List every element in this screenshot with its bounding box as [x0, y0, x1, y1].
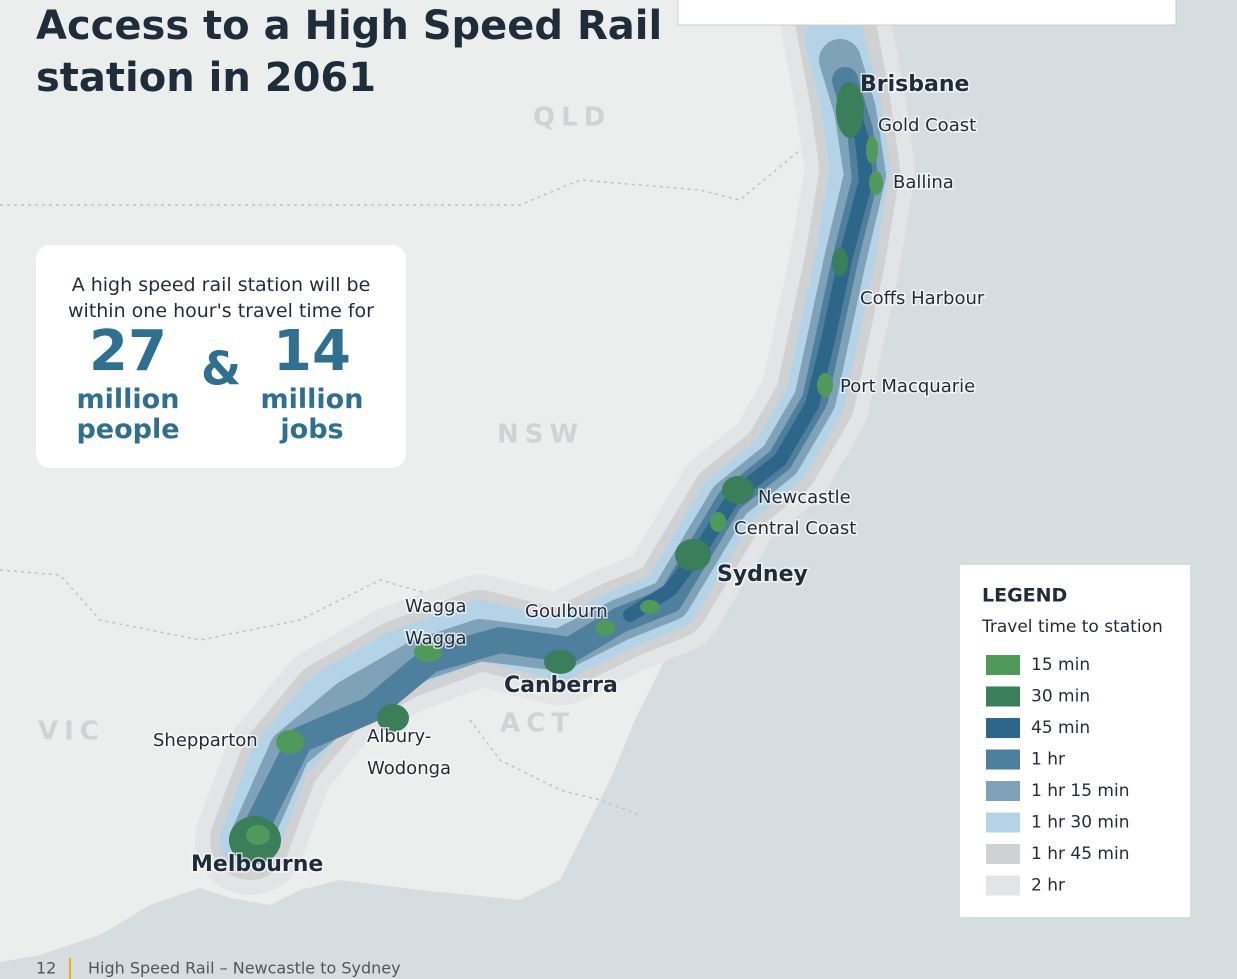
- legend-swatch: [986, 686, 1020, 707]
- legend-swatch: [986, 844, 1020, 864]
- legend-swatch: [986, 875, 1020, 896]
- city-label: Newcastle: [758, 487, 851, 508]
- legend-label: 1 hr 45 min: [1031, 844, 1129, 864]
- city-label: Shepparton: [153, 730, 258, 751]
- legend-swatch: [986, 749, 1020, 770]
- city-label: Canberra: [504, 673, 618, 698]
- city-label: Wagga Wagga: [405, 596, 467, 649]
- city-labels: Brisbane Gold Coast Ballina Coffs Harbou…: [152, 71, 987, 879]
- footer-text: High Speed Rail – Newcastle to Sydney: [88, 959, 401, 978]
- city-label: Brisbane: [860, 72, 969, 97]
- region-label: ACT: [500, 709, 575, 739]
- legend-label: 15 min: [1031, 655, 1090, 675]
- legend-label: 1 hr 30 min: [1031, 813, 1129, 833]
- city-label: Coffs Harbour: [860, 288, 985, 309]
- city-label: Port Macquarie: [840, 376, 975, 397]
- stat-label: million jobs: [261, 384, 364, 445]
- region-label: NSW: [497, 420, 584, 450]
- legend-swatch: [986, 812, 1020, 833]
- station-catchments: [229, 82, 883, 864]
- city-label: Melbourne: [191, 852, 323, 877]
- stat-number: 14: [273, 319, 351, 384]
- region-label: QLD: [533, 103, 611, 133]
- city-label: Goulburn: [525, 601, 608, 622]
- legend-label: 1 hr: [1031, 750, 1065, 770]
- legend-label: 45 min: [1031, 718, 1090, 738]
- callout-text: A high speed rail station will be within …: [68, 274, 374, 322]
- legend-label: 1 hr 15 min: [1031, 781, 1129, 801]
- city-label: Sydney: [717, 562, 808, 587]
- city-label: Gold Coast: [878, 115, 976, 136]
- top-panel: [677, 0, 1177, 26]
- city-label: Ballina: [893, 172, 954, 193]
- state-borders: [0, 149, 801, 816]
- legend-label: 2 hr: [1031, 876, 1065, 896]
- legend-swatch: [986, 655, 1020, 675]
- region-label: VIC: [38, 717, 105, 747]
- stat-joiner: &: [201, 342, 241, 396]
- legend-title: LEGEND: [982, 585, 1067, 607]
- city-label: Central Coast: [734, 518, 856, 539]
- land: [0, 0, 885, 962]
- callout: A high speed rail station will be within …: [36, 245, 406, 468]
- page-number: 12: [36, 959, 56, 978]
- legend-subtitle: Travel time to station: [981, 617, 1163, 637]
- stat-number: 27: [89, 319, 167, 384]
- page-title: Access to a High Speed Rail station in 20…: [36, 3, 662, 101]
- legend: LEGEND Travel time to station 15 min 30 m…: [960, 565, 1190, 917]
- footer: 12 High Speed Rail – Newcastle to Sydney: [36, 958, 401, 979]
- legend-swatch: [986, 718, 1020, 738]
- city-label: Albury-Wodonga: [367, 726, 451, 779]
- legend-label: 30 min: [1031, 687, 1090, 707]
- region-labels: QLD NSW VIC ACT: [38, 103, 611, 747]
- legend-swatch: [986, 781, 1020, 801]
- callout-box: [36, 245, 406, 468]
- stat-label: million people: [76, 384, 179, 445]
